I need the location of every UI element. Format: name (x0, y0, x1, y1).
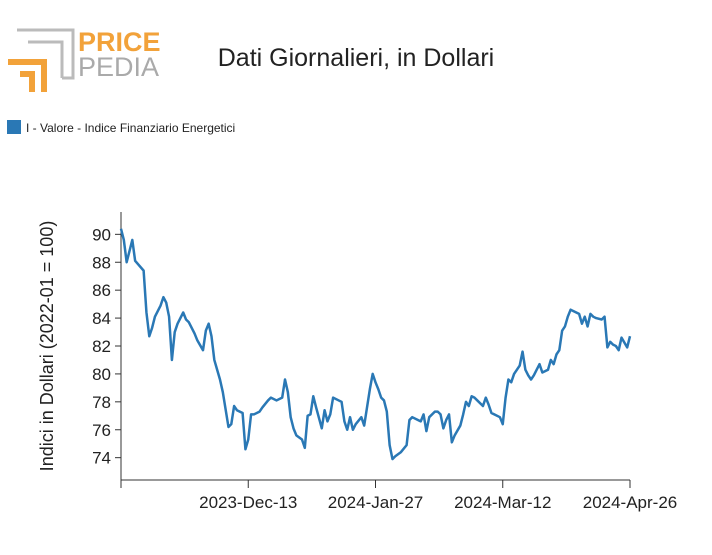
y-tick-label: 74 (92, 449, 111, 468)
logo-mark (17, 28, 75, 80)
y-tick-label: 84 (92, 309, 111, 328)
chart-title: Dati Giornalieri, in Dollari (218, 44, 494, 72)
y-tick-label: 88 (92, 253, 111, 272)
logo: PRICE PEDIA (8, 27, 161, 92)
y-tick-label: 80 (92, 365, 111, 384)
x-tick-label: 2024-Apr-26 (583, 493, 678, 512)
x-tick-label: 2024-Jan-27 (328, 493, 423, 512)
y-tick-label: 76 (92, 421, 111, 440)
logo-text: PEDIA (78, 52, 159, 82)
logo-mark (28, 40, 64, 78)
legend-swatch (7, 120, 21, 134)
y-tick-label: 86 (92, 281, 111, 300)
y-axis-label: Indici in Dollari (2022-01 = 100) (37, 221, 57, 472)
x-tick-label: 2023-Dec-13 (199, 493, 297, 512)
line (119, 228, 632, 461)
logo-mark (20, 71, 35, 92)
y-tick-label: 82 (92, 337, 111, 356)
x-tick-label: 2024-Mar-12 (454, 493, 551, 512)
y-tick-label: 90 (92, 225, 111, 244)
y-tick-label: 78 (92, 393, 111, 412)
logo-mark (8, 59, 47, 92)
legend-label: I - Valore - Indice Finanziario Energeti… (26, 121, 235, 135)
logo-text: PRICE (78, 27, 161, 57)
